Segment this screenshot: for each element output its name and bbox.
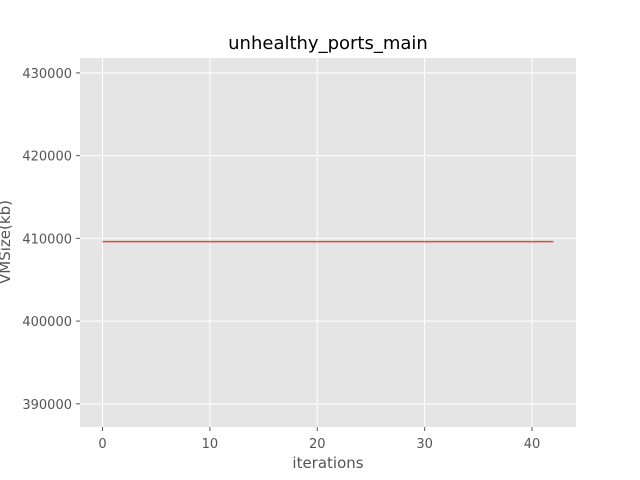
x-axis-label: iterations <box>292 454 363 472</box>
plot-area <box>80 58 576 427</box>
chart-title: unhealthy_ports_main <box>228 33 428 54</box>
x-tick-label: 20 <box>309 437 326 452</box>
y-tick-label: 400000 <box>22 315 72 330</box>
x-tick-label: 10 <box>202 437 219 452</box>
y-tick-label: 420000 <box>22 150 72 165</box>
y-tick-label: 390000 <box>22 398 72 413</box>
y-tick-label: 430000 <box>22 67 72 82</box>
gridlines <box>80 58 576 427</box>
x-tick-label: 40 <box>524 437 541 452</box>
x-tick-label: 30 <box>416 437 433 452</box>
x-tick-label: 0 <box>98 437 106 452</box>
axis-ticks: 0 10 20 30 40 390000 400000 410000 420000 430000 <box>22 67 540 452</box>
y-axis-label: VMSize(kb) <box>0 200 14 284</box>
y-tick-label: 410000 <box>22 232 72 247</box>
